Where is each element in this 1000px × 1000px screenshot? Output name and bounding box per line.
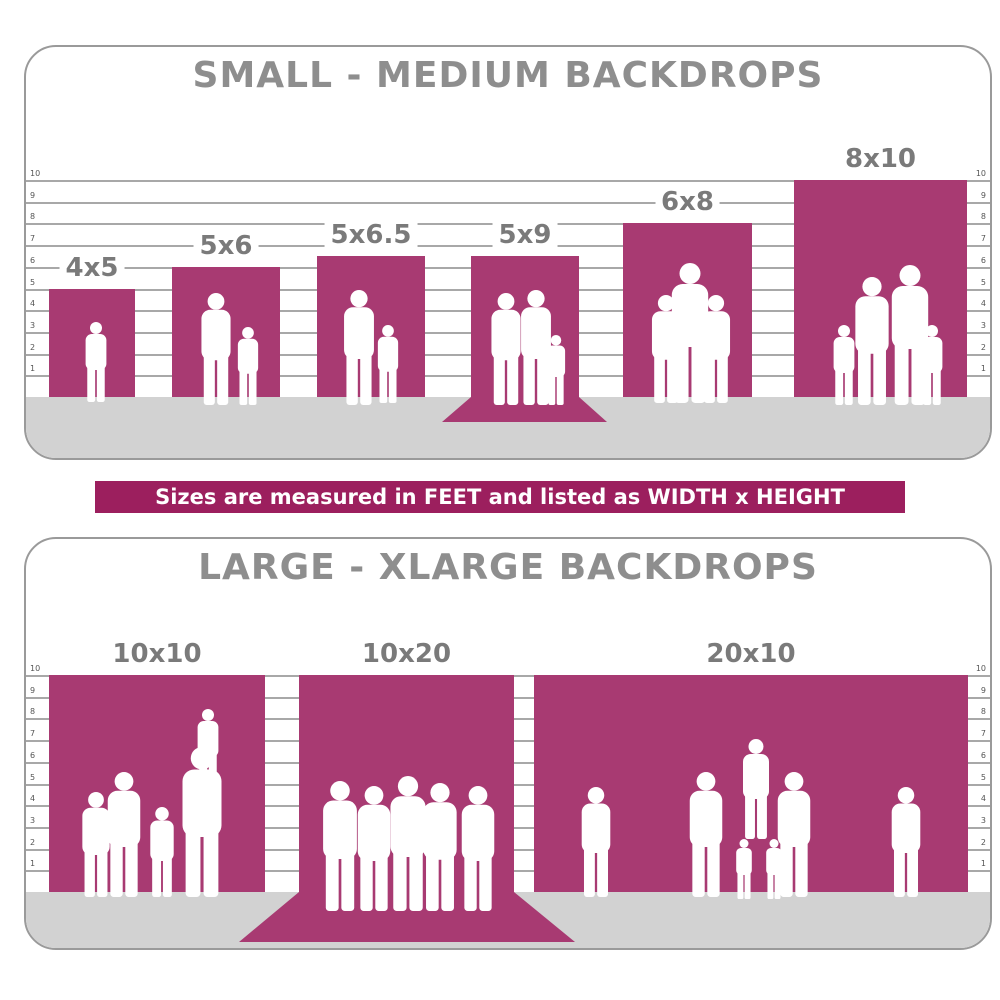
scale-tick-left: 10 bbox=[30, 169, 41, 178]
silhouettes bbox=[85, 263, 943, 422]
scale-tick-right: 1 bbox=[980, 859, 986, 869]
person-silhouette bbox=[423, 783, 457, 911]
person-silhouette bbox=[891, 787, 921, 897]
person-silhouette bbox=[743, 739, 769, 839]
person-silhouette bbox=[921, 325, 943, 405]
backdrop-size-label: 5x6 bbox=[193, 230, 259, 261]
scale-tick-right: 2 bbox=[980, 837, 986, 847]
scale-tick-right: 3 bbox=[980, 815, 986, 825]
large-xlarge-panel: LARGE - XLARGE BACKDROPS 1 1 2 2 3 3 4 4 5 5 6 6 7 7 8… bbox=[24, 537, 992, 950]
scale-tick-left: 4 bbox=[30, 299, 36, 309]
scale-tick-left: 9 bbox=[30, 685, 36, 695]
scale-tick-right: 5 bbox=[980, 277, 986, 287]
person-silhouette bbox=[344, 290, 374, 405]
scale-tick-left: 4 bbox=[30, 794, 36, 804]
scale-tick-right: 9 bbox=[980, 190, 986, 200]
small-medium-panel: SMALL - MEDIUM BACKDROPS 1 1 2 2 3 3 4 4 5 5 6 6 7 7 8… bbox=[24, 45, 992, 460]
person-silhouette bbox=[107, 772, 141, 897]
scale-tick-right: 10 bbox=[975, 664, 986, 673]
backdrop-floor-drape bbox=[239, 892, 575, 942]
scale-tick-right: 3 bbox=[980, 320, 986, 330]
units-banner: Sizes are measured in FEET and listed as… bbox=[95, 481, 905, 513]
person-silhouette bbox=[689, 772, 723, 897]
backdrop-size-label: 10x10 bbox=[106, 639, 208, 669]
scale-tick-left: 2 bbox=[30, 342, 36, 352]
scale-tick-left: 6 bbox=[30, 255, 36, 265]
person-silhouette bbox=[390, 776, 426, 911]
person-silhouette bbox=[546, 335, 566, 405]
backdrop-size-label: 4x5 bbox=[59, 252, 125, 283]
scale-tick-right: 8 bbox=[980, 707, 986, 717]
backdrop-size-label: 10x20 bbox=[355, 639, 458, 669]
scale-tick-left: 10 bbox=[30, 664, 41, 673]
scale-tick-right: 10 bbox=[975, 169, 986, 178]
person-silhouette bbox=[237, 327, 259, 405]
person-silhouette bbox=[491, 293, 521, 405]
scale-tick-right: 2 bbox=[980, 342, 986, 352]
person-silhouette bbox=[581, 787, 611, 897]
person-silhouette bbox=[777, 772, 811, 897]
person-silhouette bbox=[766, 839, 782, 899]
scale-tick-right: 7 bbox=[980, 729, 986, 739]
scale-tick-right: 9 bbox=[980, 685, 986, 695]
person-silhouette bbox=[377, 325, 399, 403]
scale-tick-right: 7 bbox=[980, 234, 986, 244]
backdrop-size-label: 5x9 bbox=[492, 219, 558, 250]
person-silhouette bbox=[521, 290, 551, 405]
person-silhouette bbox=[461, 786, 495, 911]
scale-tick-left: 5 bbox=[30, 772, 36, 782]
backdrop-size-label: 6x8 bbox=[655, 187, 720, 218]
scale-tick-left: 2 bbox=[30, 837, 36, 847]
scale-tick-right: 5 bbox=[980, 772, 986, 782]
person-silhouette bbox=[357, 786, 391, 911]
scale-line bbox=[26, 201, 990, 204]
person-silhouette bbox=[833, 325, 855, 405]
scale-tick-left: 3 bbox=[30, 815, 36, 825]
scale-tick-left: 9 bbox=[30, 190, 36, 200]
scale-tick-right: 6 bbox=[980, 750, 986, 760]
panel-title: LARGE - XLARGE BACKDROPS bbox=[198, 547, 818, 588]
scale-tick-left: 1 bbox=[30, 859, 36, 869]
scale-tick-left: 6 bbox=[30, 750, 36, 760]
scale-tick-right: 8 bbox=[980, 212, 986, 222]
silhouettes bbox=[82, 709, 921, 942]
person-silhouette bbox=[197, 709, 219, 789]
person-silhouette bbox=[736, 839, 752, 899]
backdrop-size-label: 20x10 bbox=[700, 639, 802, 669]
scale-tick-right: 1 bbox=[980, 364, 986, 374]
backdrop-size-label: 8x10 bbox=[838, 144, 923, 174]
scale-tick-left: 5 bbox=[30, 277, 36, 287]
person-silhouette bbox=[855, 277, 889, 405]
person-silhouette bbox=[82, 792, 110, 897]
scale-tick-left: 8 bbox=[30, 707, 36, 717]
scale-tick-left: 8 bbox=[30, 212, 36, 222]
backdrop-floor-drape bbox=[442, 397, 607, 422]
person-silhouette bbox=[671, 263, 709, 403]
scale-tick-right: 4 bbox=[980, 794, 986, 804]
scale-tick-right: 4 bbox=[980, 299, 986, 309]
scale-tick-left: 7 bbox=[30, 234, 36, 244]
scale-line bbox=[26, 180, 990, 182]
scale-tick-left: 7 bbox=[30, 729, 36, 739]
scale-tick-left: 1 bbox=[30, 364, 36, 374]
person-silhouette bbox=[701, 295, 731, 403]
person-silhouette bbox=[891, 265, 929, 405]
person-silhouette bbox=[85, 322, 107, 402]
panel-title: SMALL - MEDIUM BACKDROPS bbox=[192, 55, 824, 96]
person-silhouette bbox=[150, 807, 174, 897]
scale-tick-right: 6 bbox=[980, 255, 986, 265]
person-silhouette bbox=[323, 781, 357, 911]
scale-tick-left: 3 bbox=[30, 320, 36, 330]
person-silhouette bbox=[201, 293, 231, 405]
backdrop-size-label: 5x6.5 bbox=[324, 219, 418, 250]
